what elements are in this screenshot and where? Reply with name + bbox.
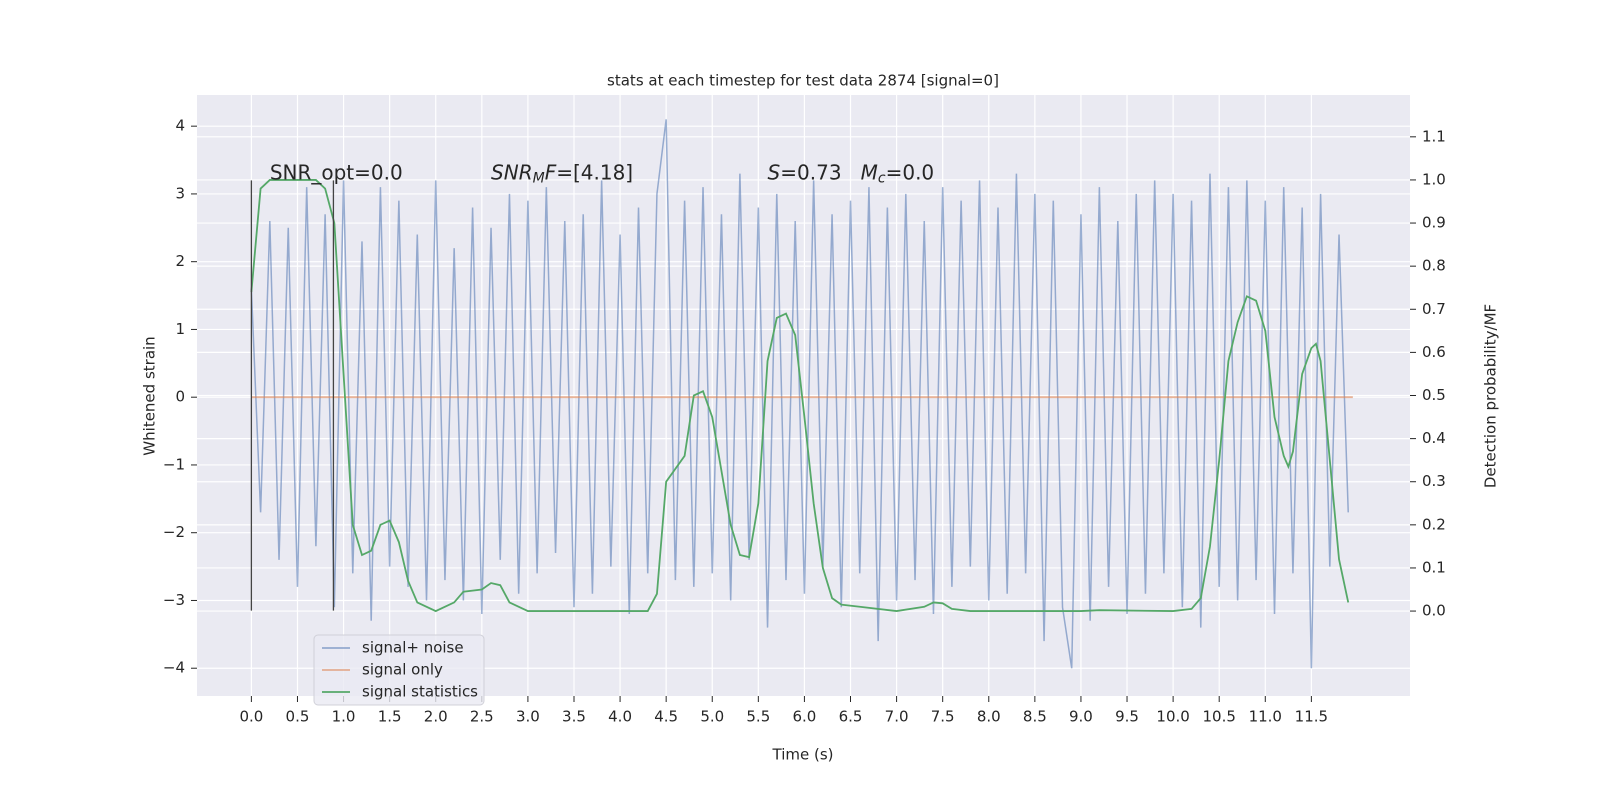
- x-tick-label: 3.0: [516, 708, 540, 726]
- x-tick-label: 9.5: [1115, 708, 1139, 726]
- x-tick-label: 10.0: [1156, 708, 1189, 726]
- legend-label: signal statistics: [362, 683, 478, 701]
- y-tick-label: −4: [163, 659, 185, 677]
- annotation-part: SNR_opt=0.0: [270, 160, 403, 184]
- y-tick-label: 0: [175, 388, 185, 406]
- x-tick-label: 11.0: [1249, 708, 1282, 726]
- x-tick-label: 11.5: [1295, 708, 1328, 726]
- y-tick-label: −2: [163, 523, 185, 541]
- x-tick-label: 0.0: [239, 708, 263, 726]
- annotation: S=0.73 Mc=0.0: [768, 160, 935, 187]
- y2-tick-label: 0.4: [1422, 429, 1446, 447]
- x-tick-label: 7.0: [885, 708, 909, 726]
- y2-tick-label: 0.8: [1422, 257, 1446, 275]
- legend-box: [313, 634, 485, 706]
- x-tick-label: 7.5: [931, 708, 955, 726]
- y-axis-label: Whitened strain: [141, 336, 159, 455]
- annotation-part: =[4.18]: [556, 160, 633, 184]
- y2-tick-label: 0.2: [1422, 515, 1446, 533]
- y2-tick-label: 0.1: [1422, 558, 1446, 576]
- series-line: [250, 179, 1350, 613]
- y2-tick-label: 0.5: [1422, 386, 1446, 404]
- y2-tick-label: 0.6: [1422, 343, 1446, 361]
- y2-tick-label: 0.3: [1422, 472, 1446, 490]
- x-tick-label: 8.0: [977, 708, 1001, 726]
- annotation-part: M: [533, 171, 545, 187]
- y2-axis-label: Detection probability/MF: [1482, 304, 1500, 488]
- x-tick-label: 2.5: [470, 708, 494, 726]
- x-tick-label: 6.5: [839, 708, 863, 726]
- annotation-part: =0.0: [886, 160, 935, 184]
- x-tick-label: 1.0: [332, 708, 356, 726]
- annotation: SNR_opt=0.0: [270, 160, 403, 184]
- x-tick-label: 4.0: [608, 708, 632, 726]
- y2-tick-label: 0.7: [1422, 300, 1446, 318]
- x-tick-label: 0.5: [286, 708, 310, 726]
- y2-tick-label: 1.1: [1422, 127, 1446, 145]
- x-tick-label: 10.5: [1202, 708, 1235, 726]
- annotation-part: S: [768, 160, 781, 184]
- x-tick-label: 1.5: [378, 708, 402, 726]
- chart-title: stats at each timestep for test data 287…: [607, 72, 999, 90]
- y-tick-label: 3: [175, 184, 185, 202]
- x-tick-label: 2.0: [424, 708, 448, 726]
- x-tick-label: 6.0: [792, 708, 816, 726]
- annotation: SNRMF=[4.18]: [491, 160, 633, 187]
- legend-label: signal+ noise: [362, 639, 464, 657]
- y-tick-label: 4: [175, 117, 185, 135]
- annotation-part: c: [878, 171, 886, 187]
- x-axis-label: Time (s): [772, 746, 834, 764]
- legend: signal+ noise signal only signal statistic…: [313, 634, 485, 706]
- x-tick-label: 9.0: [1069, 708, 1093, 726]
- y-tick-label: −1: [163, 455, 185, 473]
- x-tick-label: 5.0: [700, 708, 724, 726]
- legend-label: signal only: [362, 661, 443, 679]
- series-line: [250, 119, 1349, 669]
- y-tick-label: −3: [163, 591, 185, 609]
- annotation-part: M: [861, 160, 878, 184]
- annotation-part: =0.73: [780, 160, 860, 184]
- x-tick-label: 8.5: [1023, 708, 1047, 726]
- annotation-part: F: [545, 160, 557, 184]
- y2-tick-label: 0.0: [1422, 602, 1446, 620]
- x-tick-label: 5.5: [746, 708, 770, 726]
- y2-tick-label: 0.9: [1422, 214, 1446, 232]
- y2-tick-label: 1.0: [1422, 170, 1446, 188]
- x-tick-label: 3.5: [562, 708, 586, 726]
- x-tick-label: 4.5: [654, 708, 678, 726]
- y-tick-label: 1: [175, 320, 185, 338]
- y-tick-label: 2: [175, 252, 185, 270]
- annotation-part: SNR: [491, 160, 533, 184]
